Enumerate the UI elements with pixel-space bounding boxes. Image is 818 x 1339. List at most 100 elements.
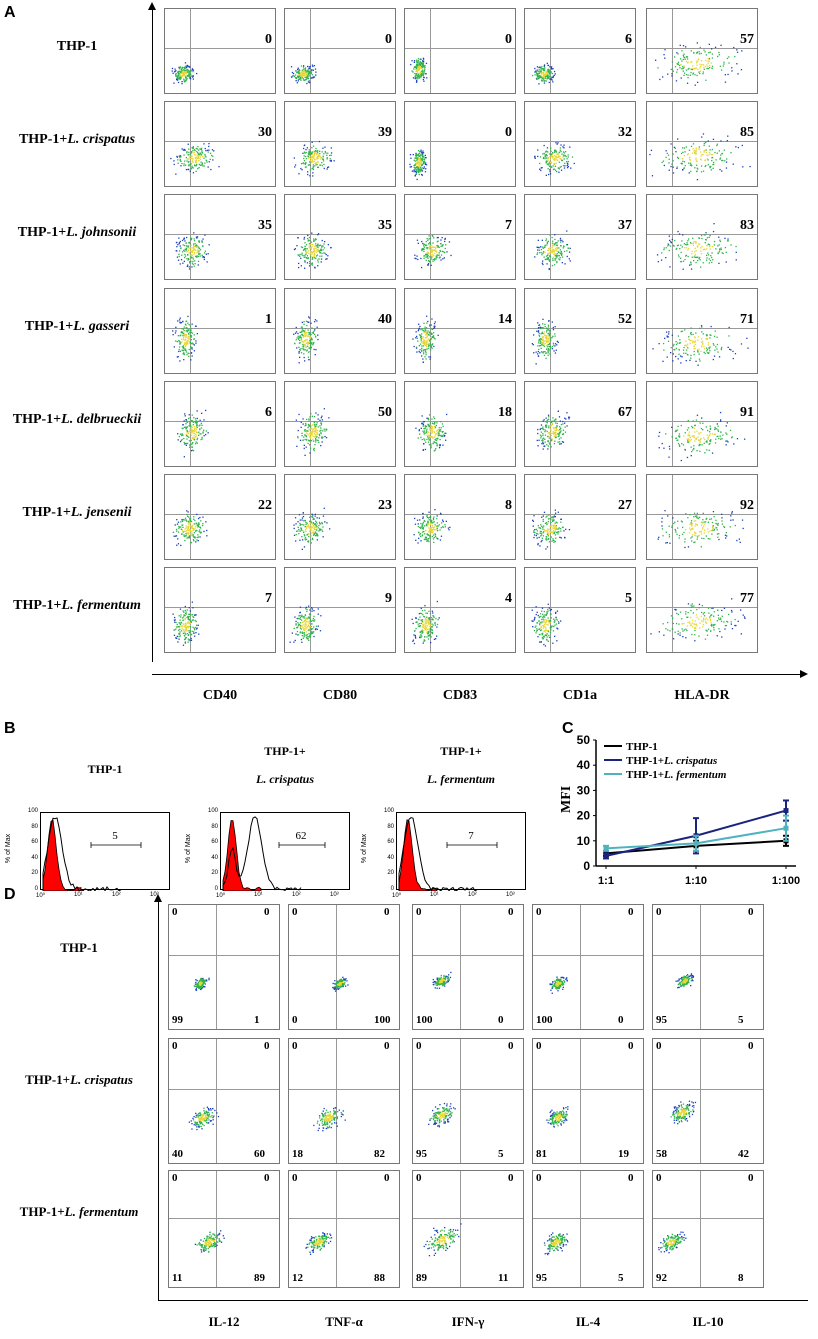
scatter-dot [297,71,299,73]
scatter-dot [428,425,431,427]
scatter-dot [706,440,708,442]
scatter-dot [198,434,200,436]
scatter-dot [315,412,317,414]
scatter-dot [690,262,692,264]
scatter-dot [708,236,710,238]
scatter-dot [675,430,677,432]
scatter-dot [549,259,551,261]
scatter-dot [306,74,308,76]
scatter-dot [545,417,547,419]
scatter-dot [431,432,434,434]
scatter-dot [297,76,300,78]
scatter-dot [720,419,722,421]
scatter-dot [191,525,193,528]
flow-scatter-plot [284,381,396,467]
scatter-dot [189,428,191,430]
scatter-dot [304,79,306,81]
scatter-dot [567,160,569,163]
scatter-dot [442,519,444,521]
scatter-dot [177,244,179,246]
scatter-dot [197,167,199,170]
scatter-dot [418,68,421,70]
scatter-dot [183,344,185,346]
scatter-dot [306,251,308,253]
scatter-dot [726,240,729,242]
scatter-dot [195,430,197,432]
scatter-dot [693,241,695,243]
scatter-dot [547,333,549,335]
quadrant-percentage: 0 [265,32,272,47]
scatter-dot [566,230,568,232]
scatter-dot [192,450,195,452]
scatter-dot [303,79,305,81]
scatter-dot [548,72,550,74]
scatter-dot [445,244,447,246]
scatter-dot [199,429,201,431]
scatter-dot [178,77,180,79]
scatter-dot [534,157,536,159]
scatter-dot [440,259,442,261]
scatter-dot [313,416,316,418]
scatter-dot [423,255,425,257]
scatter-dot [427,539,429,541]
scatter-dot [316,431,318,433]
scatter-dot [538,338,540,340]
scatter-dot [553,443,556,445]
scatter-dot [184,426,186,428]
scatter-dot [182,333,185,336]
scatter-dot [417,523,419,525]
scatter-dot [192,250,194,252]
scatter-dot [179,75,181,77]
scatter-dot [422,345,425,347]
scatter-dot [430,444,432,446]
scatter-dot [312,156,314,158]
scatter-dot [422,336,424,338]
scatter-dot [186,532,188,534]
scatter-dot [557,240,559,242]
scatter-dot [433,246,436,248]
scatter-dot [192,536,195,538]
scatter-dot [544,530,546,532]
scatter-dot [329,158,331,160]
scatter-dot [305,435,307,437]
scatter-dot [423,431,425,434]
scatter-dot [422,159,424,161]
scatter-dot [427,320,429,323]
gate-vertical-line [429,195,431,279]
scatter-dot [683,352,685,354]
scatter-dot [678,444,680,446]
scatter-dot [428,414,431,416]
scatter-dot [304,340,306,342]
scatter-dot [540,427,542,430]
scatter-dot [420,163,422,166]
scatter-dot [190,157,192,159]
scatter-dot [417,165,419,168]
scatter-dot [190,248,192,250]
scatter-dot [566,425,568,427]
scatter-dot [178,155,180,157]
scatter-dot [305,257,307,259]
scatter-dot [669,245,672,247]
scatter-dot [303,151,306,153]
scatter-dot [428,435,430,437]
scatter-dot [546,337,548,339]
scatter-dot [694,341,696,343]
scatter-dot [546,327,548,329]
scatter-dot [424,154,426,157]
scatter-dot [571,156,574,158]
scatter-dot [553,162,555,165]
scatter-dot [300,326,303,328]
scatter-dot [669,448,671,450]
scatter-dot [415,77,418,79]
scatter-dot [204,147,206,150]
scatter-dot [412,71,414,73]
scatter-dot [298,352,300,354]
scatter-dot [667,336,669,338]
row-label-species: L. jensenii [70,505,132,520]
scatter-dot [304,163,306,166]
scatter-dot [193,240,196,242]
scatter-dot [312,145,315,147]
scatter-dot [197,540,199,542]
scatter-dot [536,253,538,255]
scatter-dot [698,348,700,350]
